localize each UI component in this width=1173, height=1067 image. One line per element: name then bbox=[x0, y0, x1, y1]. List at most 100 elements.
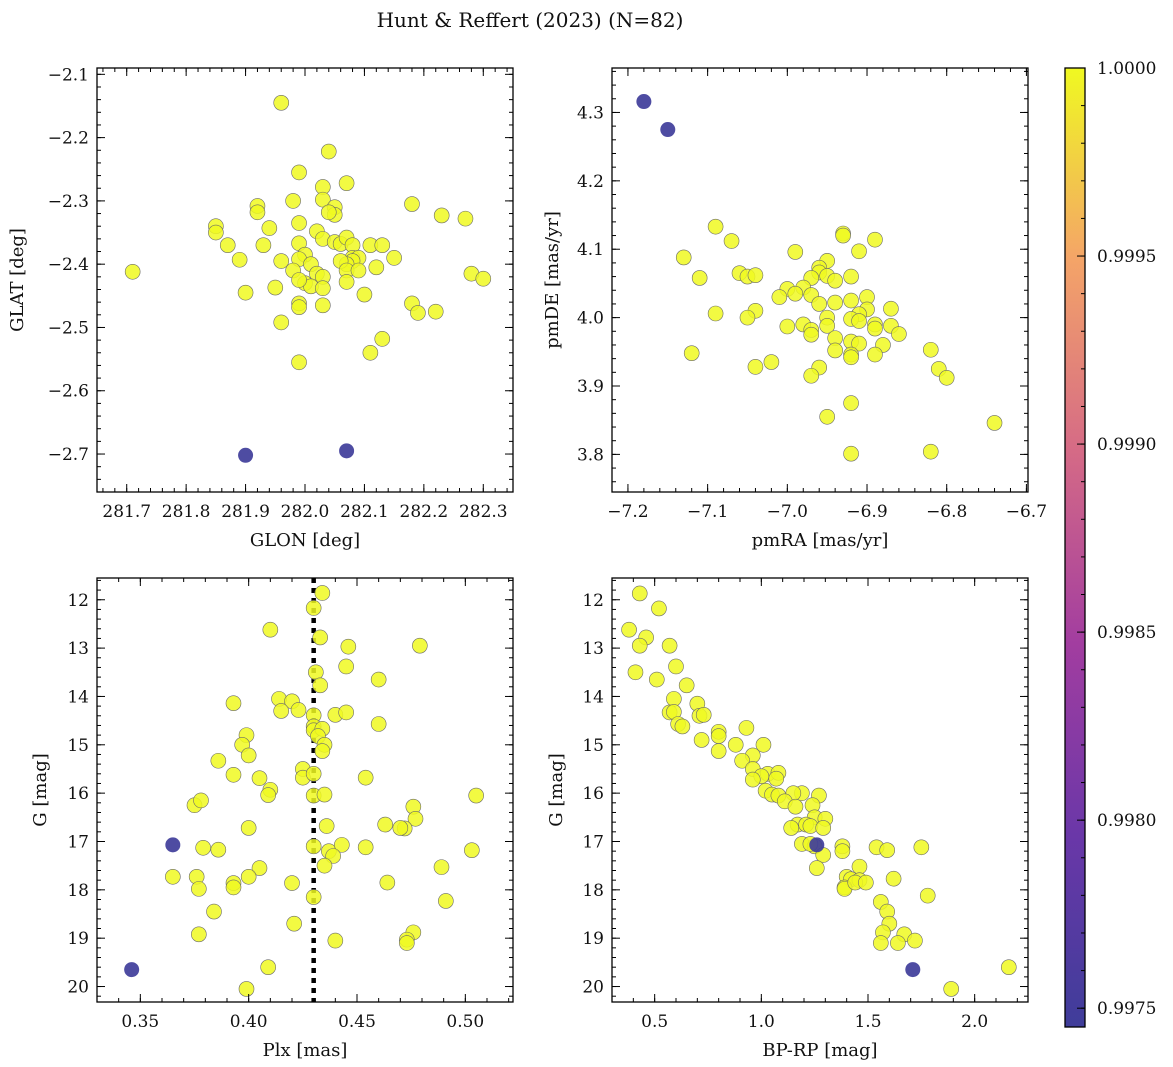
member-point bbox=[815, 820, 832, 836]
member-point bbox=[835, 227, 851, 244]
member-point bbox=[843, 349, 859, 366]
member-point bbox=[867, 346, 883, 363]
member-point bbox=[695, 707, 712, 723]
y-tick-label: 4.0 bbox=[577, 309, 604, 329]
member-point bbox=[392, 820, 409, 836]
x-tick-label: 282.2 bbox=[400, 502, 449, 522]
colorbar-gradient bbox=[1065, 68, 1085, 1027]
panel-glon-glat-frame bbox=[96, 67, 514, 493]
member-point bbox=[193, 792, 209, 809]
member-point bbox=[318, 818, 335, 834]
member-point bbox=[919, 887, 936, 904]
member-point bbox=[779, 318, 796, 335]
member-point bbox=[744, 771, 761, 788]
member-point bbox=[320, 143, 337, 160]
member-point bbox=[922, 443, 939, 460]
y-tick-label: 15 bbox=[582, 736, 604, 756]
y-tick-label: 13 bbox=[582, 639, 604, 659]
member-point bbox=[412, 637, 428, 654]
member-point bbox=[475, 270, 492, 287]
member-point bbox=[249, 204, 266, 221]
member-point bbox=[1000, 959, 1017, 975]
member-point bbox=[273, 314, 290, 331]
member-point bbox=[370, 671, 387, 688]
member-point bbox=[891, 326, 907, 342]
member-point bbox=[674, 718, 691, 735]
x-tick-label: −6.7 bbox=[1006, 502, 1047, 522]
member-point bbox=[356, 286, 373, 303]
member-point bbox=[273, 95, 290, 111]
colorbar-tick-label: 0.9980 bbox=[1097, 811, 1156, 831]
member-point bbox=[811, 296, 828, 312]
member-point bbox=[707, 305, 724, 322]
member-point bbox=[843, 445, 859, 462]
member-point bbox=[338, 175, 355, 191]
y-tick-label: 19 bbox=[67, 929, 89, 949]
member-point bbox=[787, 798, 804, 815]
member-point bbox=[316, 786, 333, 803]
y-tick-label: 3.8 bbox=[577, 445, 604, 465]
x-tick-label: −7.2 bbox=[607, 502, 648, 522]
member-point bbox=[240, 868, 257, 885]
y-tick-label: 18 bbox=[582, 881, 604, 901]
member-point bbox=[803, 326, 820, 343]
panel-bprp-g-frame bbox=[611, 577, 1029, 1003]
member-point bbox=[661, 637, 678, 654]
x-tick-label: 282.3 bbox=[459, 502, 508, 522]
y-tick-label: 15 bbox=[67, 736, 89, 756]
x-tick-label: 281.9 bbox=[221, 502, 270, 522]
outlier-point bbox=[636, 94, 652, 110]
member-point bbox=[260, 787, 276, 803]
panel-plx-g-content: 0.35 0.40 0.45 0.50 12 13 14 15 16 17 18 19 20 bbox=[67, 578, 513, 1032]
x-tick-label: 282.1 bbox=[340, 502, 389, 522]
panel-bprp-g-xlabel: BP-RP [mag] bbox=[762, 1040, 877, 1061]
member-point bbox=[206, 903, 222, 920]
member-point bbox=[240, 820, 257, 836]
member-point bbox=[907, 932, 923, 949]
member-point bbox=[843, 395, 859, 411]
panel-plx-g-xlabel: Plx [mas] bbox=[263, 1040, 348, 1061]
member-point bbox=[747, 359, 764, 375]
member-point bbox=[808, 860, 825, 876]
member-point bbox=[291, 215, 307, 231]
member-point bbox=[237, 284, 254, 301]
member-point bbox=[827, 272, 843, 289]
member-point bbox=[327, 932, 344, 949]
member-point bbox=[305, 889, 322, 905]
member-point bbox=[427, 303, 444, 320]
member-point bbox=[386, 250, 402, 266]
panel-bprp-g: 0.5 1.0 1.5 2.0 12 13 14 15 16 17 18 19 20 BP-RP [ma… bbox=[546, 577, 1029, 1061]
member-point bbox=[890, 935, 906, 951]
member-point bbox=[338, 704, 354, 721]
member-point bbox=[763, 354, 780, 370]
y-tick-label: 20 bbox=[67, 978, 89, 998]
member-point bbox=[262, 621, 279, 638]
member-point bbox=[787, 244, 804, 260]
member-point bbox=[315, 297, 331, 314]
outlier-point bbox=[905, 962, 921, 978]
y-tick-label: 12 bbox=[582, 591, 604, 611]
member-point bbox=[631, 637, 648, 654]
member-point bbox=[867, 320, 883, 337]
member-point bbox=[668, 658, 684, 675]
member-point bbox=[165, 868, 181, 885]
y-tick-label: 19 bbox=[582, 929, 604, 949]
colorbar-tick-label: 0.9995 bbox=[1097, 247, 1156, 267]
member-point bbox=[251, 770, 268, 786]
member-point bbox=[315, 280, 331, 297]
member-point bbox=[305, 600, 322, 616]
x-tick-label: 0.40 bbox=[230, 1012, 268, 1032]
member-point bbox=[370, 716, 387, 732]
member-point bbox=[240, 747, 257, 764]
colorbar: 0.9975 0.9980 0.9985 0.9990 0.9995 1.0000 bbox=[1064, 59, 1156, 1028]
panel-pmra-pmde-frame bbox=[611, 67, 1029, 493]
member-point bbox=[273, 253, 290, 269]
panel-plx-g-ylabel: G [mag] bbox=[30, 753, 51, 826]
member-point bbox=[675, 249, 692, 266]
member-point bbox=[457, 210, 474, 227]
member-point bbox=[468, 787, 484, 804]
member-point bbox=[710, 728, 727, 744]
x-tick-label: 281.7 bbox=[102, 502, 151, 522]
member-point bbox=[943, 981, 960, 997]
